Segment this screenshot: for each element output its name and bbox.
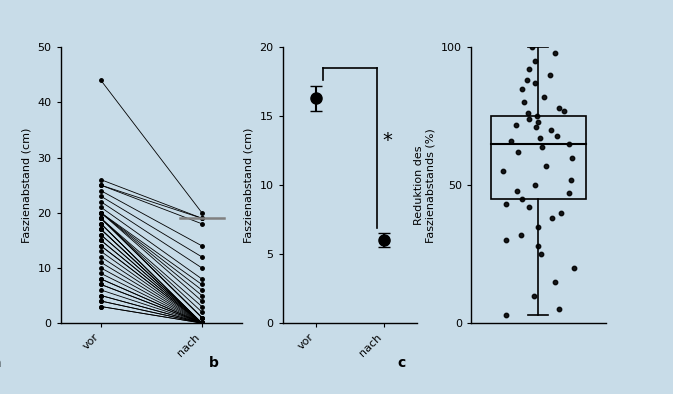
- Y-axis label: Faszienabstand (cm): Faszienabstand (cm): [244, 128, 254, 243]
- Y-axis label: Reduktion des
Faszienabstands (%): Reduktion des Faszienabstands (%): [414, 128, 435, 243]
- Text: b: b: [209, 356, 219, 370]
- Bar: [491, 116, 586, 199]
- Text: c: c: [397, 356, 405, 370]
- Text: *: *: [382, 131, 392, 150]
- Y-axis label: Faszienabstand (cm): Faszienabstand (cm): [22, 128, 32, 243]
- Text: a: a: [0, 356, 1, 370]
